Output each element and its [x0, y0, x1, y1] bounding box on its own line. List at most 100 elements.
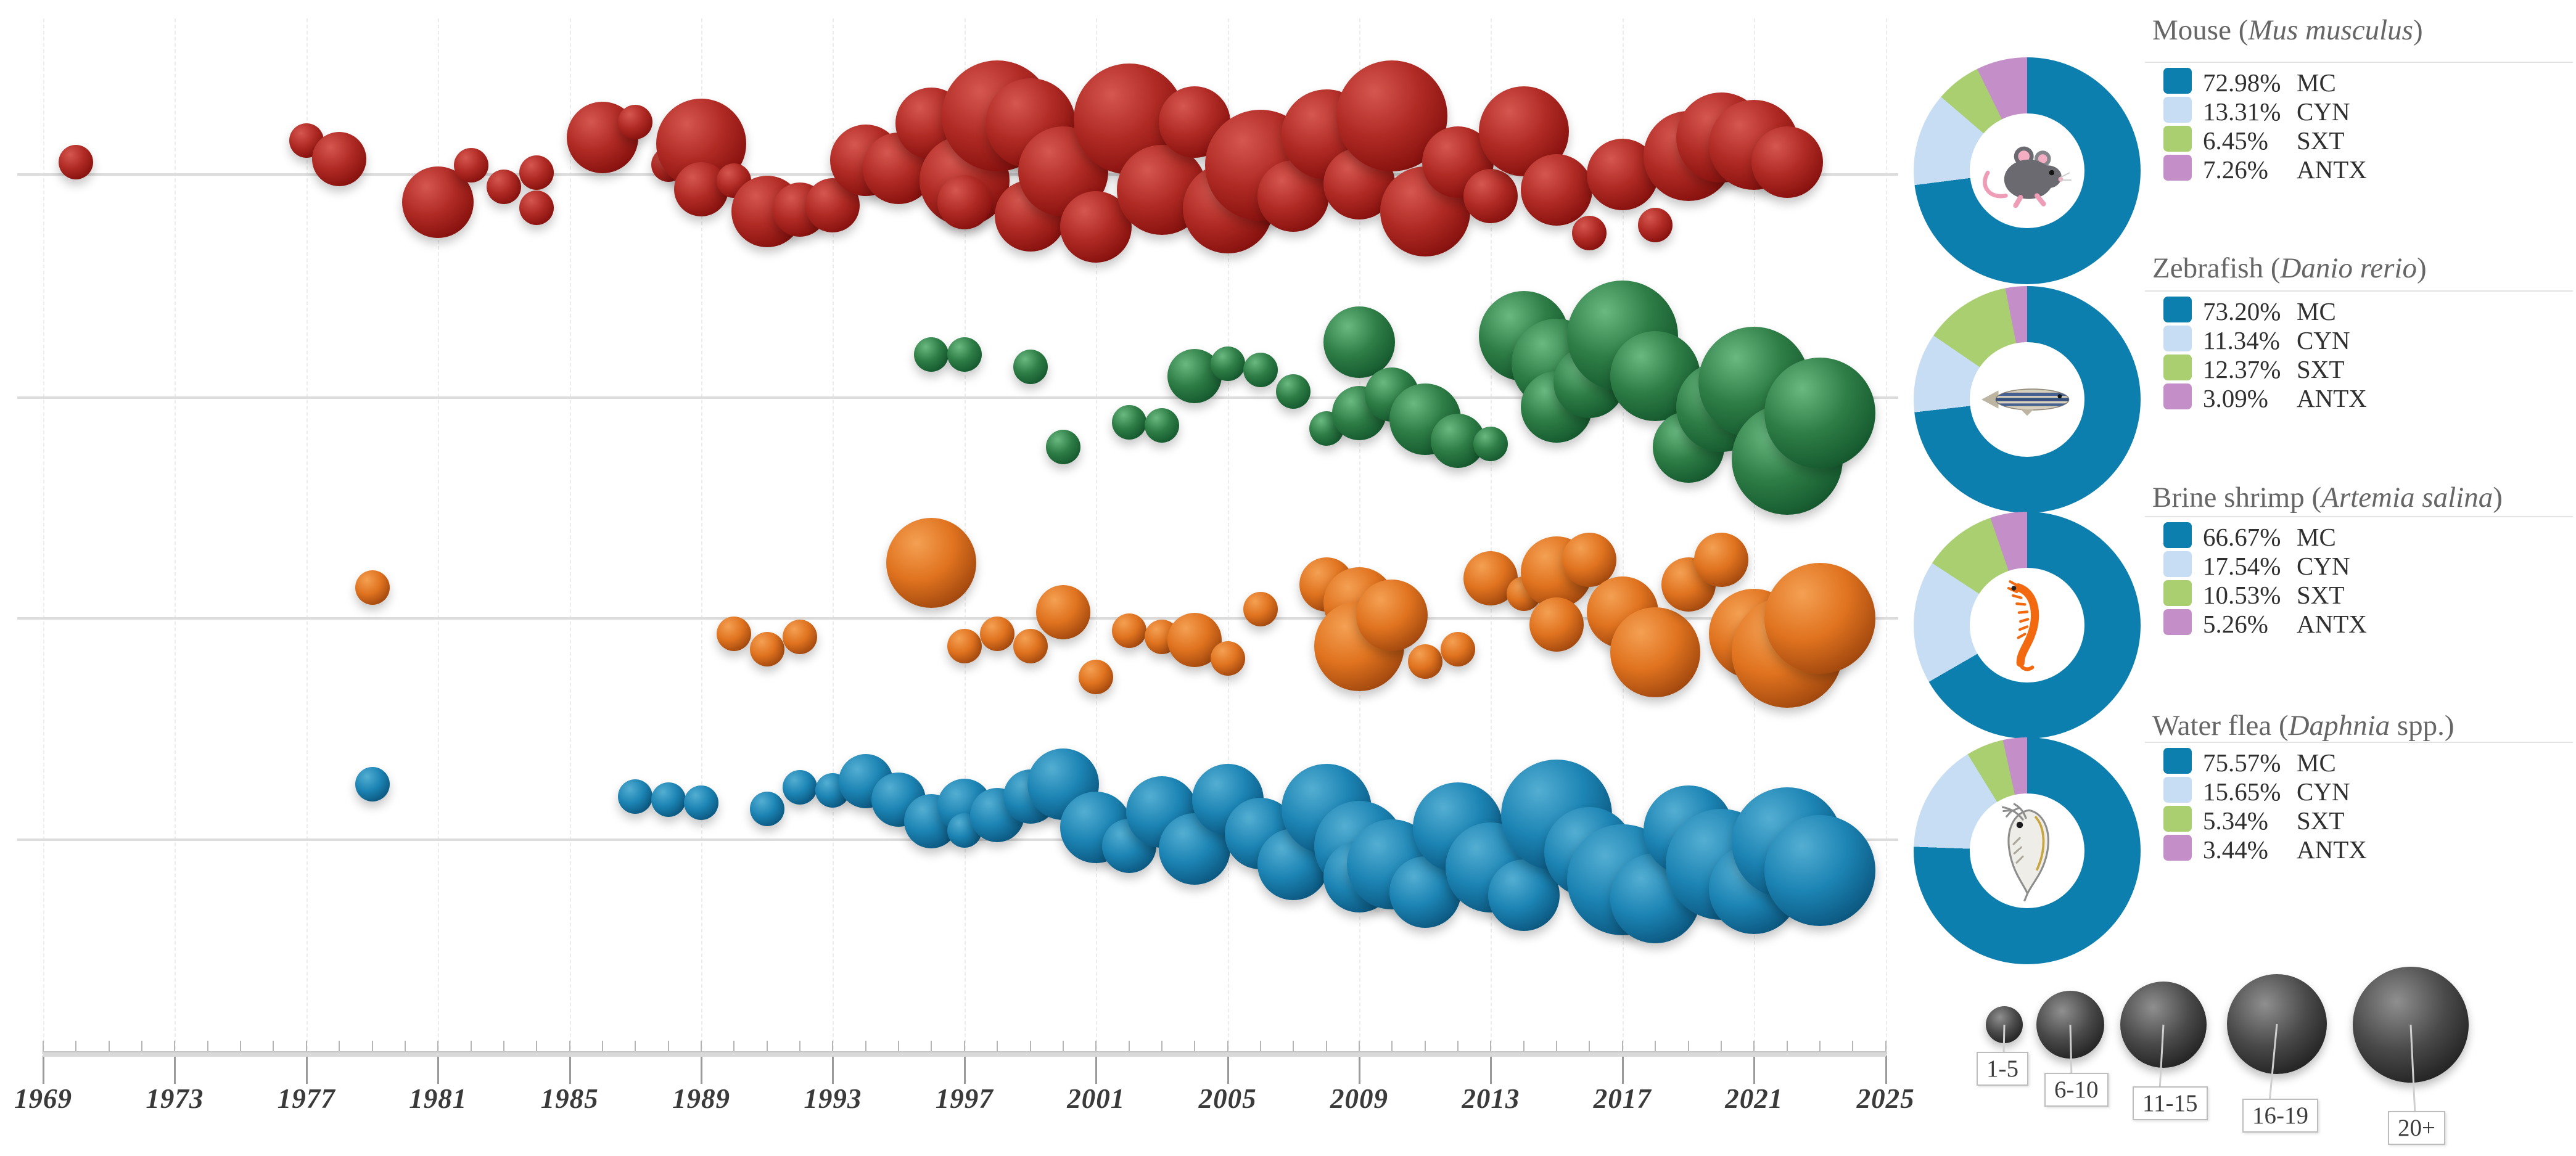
bubble-mouse-1997 [937, 175, 992, 229]
year-label-2025: 2025 [1856, 1083, 1915, 1114]
bubble-zebrafish-2006 [1243, 353, 1278, 387]
bubble-mouse-1987 [618, 105, 653, 139]
bubble-mouse-1984 [519, 155, 554, 190]
axis-major-tick-1981 [437, 1056, 440, 1084]
baseline-zebrafish [17, 396, 1898, 399]
legend-row-mouse-cyn: 13.31% CYN [2163, 97, 2472, 126]
legend-row-brine-shrimp-sxt: 10.53% SXT [2163, 580, 2472, 609]
axis-minor-tick-1969 [43, 1041, 44, 1054]
axis-minor-tick-2023 [1819, 1041, 1821, 1054]
gridline-year-1969 [43, 18, 44, 1056]
legend-toxin-code: MC [2297, 748, 2336, 777]
axis-major-tick-1985 [569, 1056, 571, 1084]
axis-minor-tick-1981 [437, 1041, 439, 1054]
gridline-year-2009 [1359, 18, 1360, 1056]
donut-hole-brine-shrimp [1970, 568, 2084, 683]
axis-minor-tick-1983 [503, 1041, 504, 1054]
size-legend-box-16-19: 16-19 [2242, 1099, 2318, 1133]
gridline-year-1977 [306, 18, 308, 1056]
legend-percentage: 6.45% [2203, 126, 2268, 155]
year-label-1981: 1981 [409, 1083, 467, 1114]
donut-hole-zebrafish [1970, 342, 2084, 457]
species-title-suffix: spp.) [2390, 710, 2455, 742]
axis-minor-tick-2006 [1259, 1041, 1261, 1054]
legend-toxin-code: CYN [2297, 777, 2350, 806]
bubble-mouse-2016 [1572, 216, 1607, 250]
legend-chip-cyn [2163, 777, 2192, 803]
legend-chip-mc [2163, 522, 2192, 548]
axis-minor-tick-1980 [404, 1041, 406, 1054]
legend-toxin-code: ANTX [2297, 155, 2367, 184]
axis-minor-tick-2019 [1687, 1041, 1689, 1054]
bubble-mouse-1984 [519, 191, 554, 225]
year-label-1977: 1977 [277, 1083, 335, 1114]
legend-row-brine-shrimp-cyn: 17.54% CYN [2163, 551, 2472, 580]
axis-major-tick-1973 [174, 1056, 176, 1084]
legend-toxin-code: CYN [2297, 97, 2350, 126]
size-legend-box-6-10: 6-10 [2044, 1073, 2109, 1107]
axis-major-tick-2009 [1359, 1056, 1360, 1084]
bubble-brine-shrimp-1997 [947, 629, 982, 663]
size-legend-box-1-5: 1-5 [1977, 1052, 2028, 1086]
gridline-year-1973 [175, 18, 176, 1056]
bubble-zebrafish-2007 [1276, 374, 1311, 409]
bubble-water-flea-1989 [684, 785, 718, 820]
legend-chip-mc [2163, 297, 2192, 322]
species-title-water-flea: Water flea (Daphnia spp.) [2152, 709, 2455, 742]
gridline-year-2017 [1622, 18, 1624, 1056]
bubble-water-flea-1992 [783, 770, 818, 805]
legend-toxin-code: CYN [2297, 326, 2350, 355]
legend-row-brine-shrimp-antx: 5.26% ANTX [2163, 609, 2472, 638]
species-title-zebrafish: Zebrafish (Danio rerio) [2152, 252, 2427, 285]
bubble-zebrafish-1999 [1013, 350, 1048, 384]
bubble-mouse-2015 [1521, 154, 1593, 226]
legend-toxin-code: ANTX [2297, 610, 2367, 638]
species-common-name: Zebrafish ( [2152, 252, 2281, 284]
axis-minor-tick-1988 [667, 1041, 669, 1054]
axis-minor-tick-2022 [1786, 1041, 1788, 1054]
gridline-year-1981 [438, 18, 440, 1056]
legend-percentage: 72.98% [2203, 68, 2281, 97]
size-legend-leader-lines [2002, 1023, 2416, 1115]
bubble-zebrafish-2000 [1045, 430, 1080, 464]
axis-minor-tick-1986 [601, 1041, 603, 1054]
bubble-mouse-1982 [453, 148, 488, 182]
gridline-year-2001 [1096, 18, 1098, 1056]
bubble-timeline-plot: 1969 1973 1977 1981 1985 1989 1993 1997 2001 2005… [14, 18, 1914, 1114]
legend-chip-cyn [2163, 326, 2192, 351]
species-title-mouse: Mouse (Mus musculus) [2152, 14, 2423, 47]
bubble-brine-shrimp-2006 [1243, 592, 1278, 626]
legend-row-water-flea-antx: 3.44% ANTX [2163, 835, 2472, 864]
legend-percentage: 75.57% [2203, 748, 2281, 777]
axis-minor-tick-2025 [1885, 1041, 1887, 1054]
legend-row-zebrafish-mc: 73.20% MC [2163, 297, 2472, 326]
year-label-1973: 1973 [146, 1083, 204, 1114]
axis-minor-tick-2010 [1391, 1041, 1393, 1054]
bubble-water-flea-1987 [618, 779, 653, 814]
axis-major-tick-1993 [832, 1056, 834, 1084]
axis-minor-tick-2004 [1194, 1041, 1196, 1054]
bubble-brine-shrimp-2000 [1035, 585, 1090, 639]
legend-toxin-code: ANTX [2297, 384, 2367, 412]
species-common-name: Brine shrimp ( [2152, 482, 2322, 514]
legend-separator-water-flea [2145, 742, 2573, 743]
gridline-year-2013 [1491, 18, 1492, 1056]
axis-minor-tick-2008 [1325, 1041, 1327, 1054]
legend-percentage: 3.44% [2203, 835, 2268, 864]
axis-minor-tick-2017 [1621, 1041, 1623, 1054]
legend-row-water-flea-mc: 75.57% MC [2163, 748, 2472, 777]
legend-percentage: 11.34% [2203, 326, 2280, 355]
axis-minor-tick-1996 [931, 1041, 932, 1054]
bubble-brine-shrimp-2011 [1407, 644, 1442, 679]
legend-chip-sxt [2163, 355, 2192, 380]
legend-toxin-code: SXT [2297, 806, 2345, 835]
legend-row-zebrafish-antx: 3.09% ANTX [2163, 383, 2472, 412]
species-common-name: Mouse ( [2152, 14, 2249, 46]
year-label-2001: 2001 [1067, 1083, 1125, 1114]
species-title-suffix: ) [2417, 252, 2427, 284]
species-common-name: Water flea ( [2152, 710, 2289, 742]
year-label-1989: 1989 [672, 1083, 730, 1114]
legend-separator-brine-shrimp [2145, 516, 2573, 517]
